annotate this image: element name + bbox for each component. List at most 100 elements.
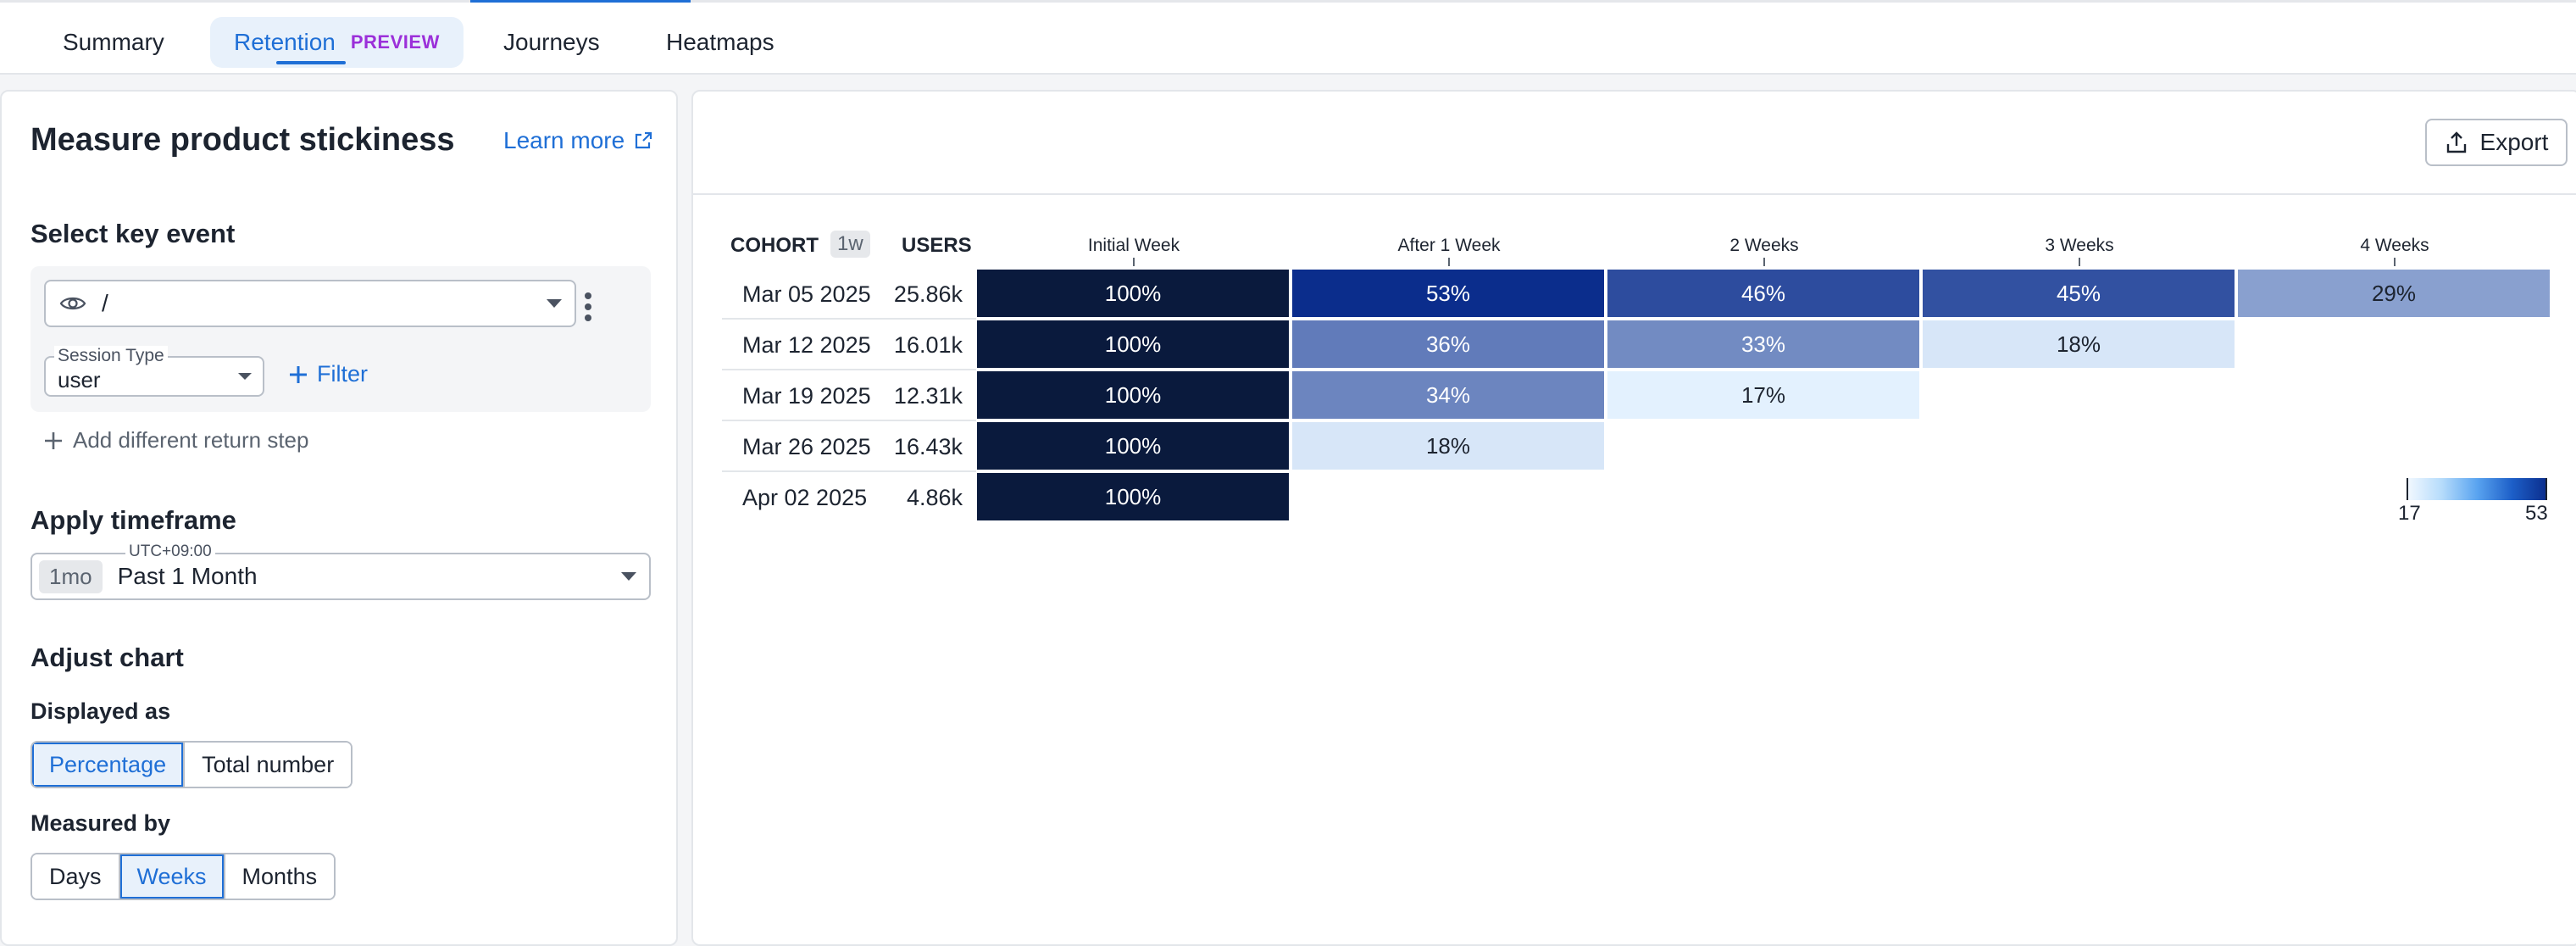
column-tick [1448, 258, 1450, 266]
column-header: After 1 Week [1397, 236, 1501, 255]
retention-cell: 53% [1292, 270, 1604, 317]
retention-cell: 100% [977, 320, 1289, 368]
chart-panel: Export [691, 90, 2576, 946]
more-options-icon[interactable] [578, 288, 598, 326]
tab-journeys[interactable]: Journeys [480, 17, 624, 68]
add-return-step-button[interactable]: Add different return step [44, 427, 308, 454]
export-button[interactable]: Export [2425, 119, 2568, 166]
upload-icon [2446, 131, 2466, 153]
settings-panel: Measure product stickiness Learn more Se… [0, 90, 678, 946]
chevron-down-icon [238, 373, 252, 380]
top-progress-line [0, 0, 2576, 3]
learn-more-link[interactable]: Learn more [503, 127, 653, 154]
retention-cell: 29% [2238, 270, 2550, 317]
color-scale-legend [2407, 478, 2547, 500]
users-value: 16.01k [893, 332, 963, 358]
retention-cell: 18% [1923, 320, 2235, 368]
timezone-label: UTC+09:00 [125, 543, 215, 561]
tab-heatmaps-label: Heatmaps [666, 29, 774, 55]
column-tick [1763, 258, 1765, 266]
column-tick [2079, 258, 2080, 266]
retention-cell: 33% [1607, 320, 1919, 368]
measured-by-control: Days Weeks Months [31, 853, 336, 900]
displayed-as-control: Percentage Total number [31, 741, 353, 788]
external-link-icon [636, 131, 652, 149]
chevron-down-icon [621, 572, 636, 581]
chart-panel-header [693, 92, 2576, 195]
panel-title: Measure product stickiness [31, 122, 455, 158]
tab-bar: Summary Retention PREVIEW Journeys Heatm… [0, 3, 2576, 75]
tab-summary-label: Summary [63, 29, 164, 55]
measured-by-label: Measured by [31, 810, 171, 836]
row-divider [722, 369, 976, 370]
timeframe-heading: Apply timeframe [31, 505, 236, 535]
key-event-heading: Select key event [31, 219, 236, 248]
session-type-value: user [58, 366, 101, 392]
legend-min-label: 17 [2398, 502, 2421, 525]
option-days[interactable]: Days [32, 854, 120, 899]
cohort-header: COHORT [730, 234, 819, 257]
eye-icon [59, 297, 86, 310]
retention-cell: 34% [1292, 371, 1604, 419]
legend-min-tick [2407, 478, 2408, 500]
users-header: USERS [902, 234, 972, 257]
column-header: 2 Weeks [1729, 236, 1799, 255]
session-type-select[interactable]: Session Type user [44, 346, 264, 397]
cohort-label: Mar 26 2025 [742, 434, 871, 459]
option-total-number[interactable]: Total number [185, 743, 352, 787]
add-return-step-label: Add different return step [73, 427, 309, 453]
chevron-down-icon [547, 299, 562, 308]
users-value: 25.86k [893, 281, 963, 307]
event-select-value: / [102, 290, 108, 316]
event-select[interactable]: / [44, 280, 576, 327]
retention-cell: 100% [977, 270, 1289, 317]
plus-icon [45, 431, 62, 449]
row-divider [722, 420, 976, 421]
timeframe-value: Past 1 Month [117, 563, 258, 589]
cohort-label: Mar 12 2025 [742, 332, 871, 358]
filter-button[interactable]: Filter [288, 361, 368, 387]
retention-cell: 18% [1292, 422, 1604, 470]
tab-retention-label: Retention [234, 29, 336, 55]
preview-badge: PREVIEW [350, 31, 440, 53]
adjust-chart-heading: Adjust chart [31, 643, 184, 672]
displayed-as-label: Displayed as [31, 698, 171, 724]
cohort-label: Mar 19 2025 [742, 383, 871, 409]
column-header: Initial Week [1087, 236, 1180, 255]
legend-max-label: 53 [2525, 502, 2548, 525]
retention-cell: 36% [1292, 320, 1604, 368]
users-value: 12.31k [893, 383, 963, 409]
option-percentage[interactable]: Percentage [32, 743, 186, 787]
tab-retention[interactable]: Retention PREVIEW [210, 17, 464, 68]
timeframe-chip: 1mo [39, 559, 103, 593]
retention-cell: 46% [1607, 270, 1919, 317]
export-label: Export [2479, 129, 2549, 155]
legend-max-tick [2545, 478, 2547, 500]
learn-more-label: Learn more [503, 127, 625, 153]
column-tick [2394, 258, 2396, 266]
interval-chip: 1w [830, 231, 870, 258]
option-weeks[interactable]: Weeks [119, 854, 225, 899]
retention-cell: 100% [977, 473, 1289, 520]
column-header: 4 Weeks [2360, 236, 2429, 255]
active-tab-underline [276, 61, 346, 64]
option-months[interactable]: Months [225, 854, 335, 899]
plus-icon [290, 365, 307, 383]
cohort-label: Apr 02 2025 [742, 485, 868, 510]
session-type-label: Session Type [54, 346, 168, 366]
column-header: 3 Weeks [2045, 236, 2114, 255]
row-divider [722, 318, 976, 320]
column-tick [1133, 258, 1135, 266]
filter-label: Filter [317, 361, 368, 387]
top-progress-segment [470, 0, 691, 3]
retention-cell: 17% [1607, 371, 1919, 419]
retention-cell: 45% [1923, 270, 2235, 317]
tab-journeys-label: Journeys [503, 29, 600, 55]
timeframe-select[interactable]: UTC+09:00 1mo Past 1 Month [31, 543, 651, 600]
tab-summary[interactable]: Summary [39, 17, 188, 68]
tab-heatmaps[interactable]: Heatmaps [642, 17, 798, 68]
row-divider [722, 470, 976, 472]
retention-cell: 100% [977, 371, 1289, 419]
retention-cell: 100% [977, 422, 1289, 470]
cohort-label: Mar 05 2025 [742, 281, 871, 307]
